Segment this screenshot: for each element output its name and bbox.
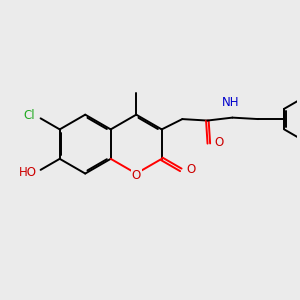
- Text: Cl: Cl: [24, 110, 35, 122]
- Text: NH: NH: [222, 96, 240, 110]
- Text: O: O: [132, 169, 141, 182]
- Text: O: O: [187, 164, 196, 176]
- Text: HO: HO: [19, 166, 37, 179]
- Text: O: O: [214, 136, 224, 148]
